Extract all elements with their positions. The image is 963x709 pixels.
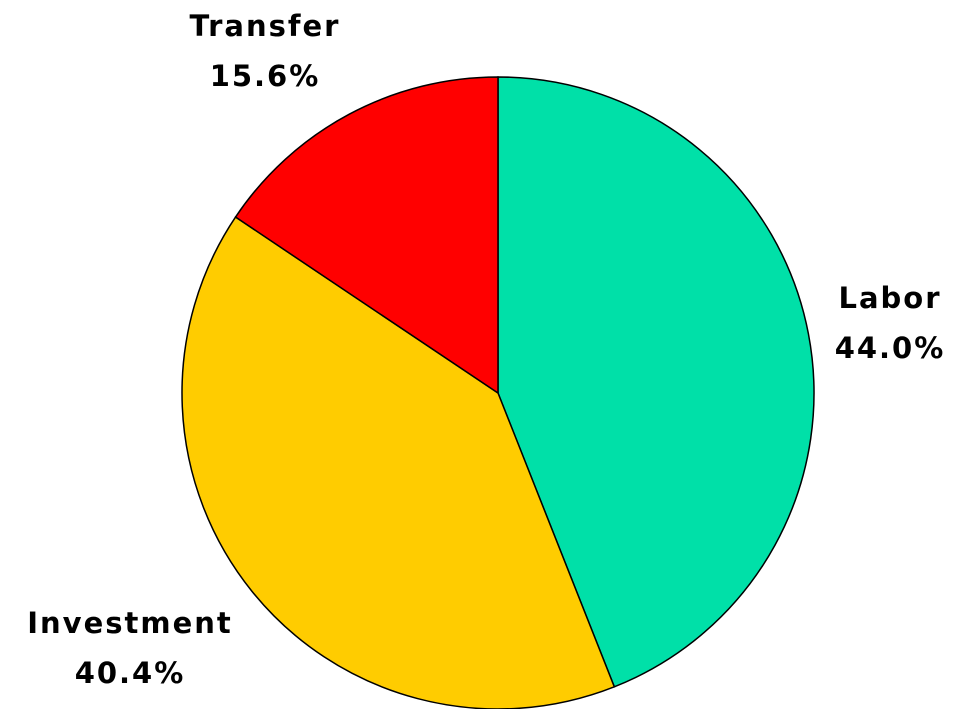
pie-slice [234, 76, 499, 395]
slice-value-label: 15.6% [210, 59, 321, 93]
pie-slice [497, 76, 815, 688]
slice-label: Labor [838, 281, 941, 315]
slice-value-label: 44.0% [835, 331, 946, 365]
slice-value-label: 40.4% [75, 656, 186, 690]
slice-label: Transfer [190, 9, 341, 43]
slice-label: Investment [27, 606, 233, 640]
